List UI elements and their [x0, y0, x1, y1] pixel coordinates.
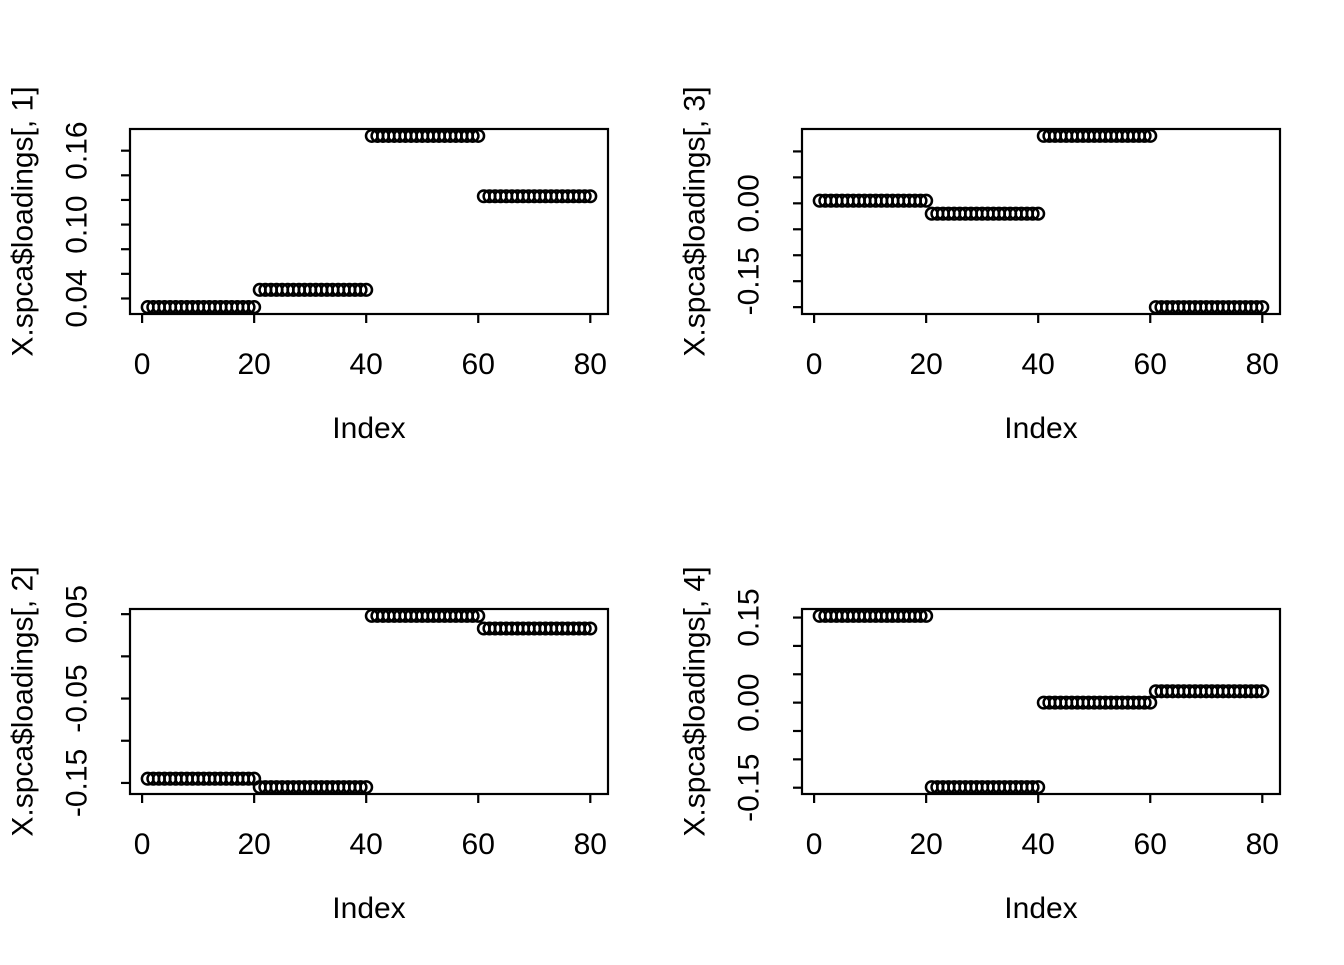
data-point [1031, 780, 1046, 795]
x-axis-label: Index [332, 412, 405, 445]
plot-box [128, 127, 610, 316]
panel-loadings-1: 0 20 40 60 80 0.04 0.10 0.16 Index X.spca$loading… [0, 0, 672, 480]
data-point [913, 193, 928, 208]
plot-box [128, 607, 610, 796]
x-tick-label: 20 [909, 348, 942, 381]
data-point [1255, 684, 1270, 699]
y-tick-label: 0.15 [733, 588, 766, 646]
data-point [1025, 206, 1040, 221]
x-tick-label: 20 [237, 348, 270, 381]
plot-box [800, 127, 1282, 316]
data-point [1025, 780, 1040, 795]
data-point [241, 771, 256, 786]
x-tick-label: 0 [134, 348, 151, 381]
data-points [140, 608, 598, 795]
x-tick-label: 0 [806, 828, 823, 861]
data-point [1249, 684, 1264, 699]
data-point [1137, 128, 1152, 143]
y-axis-label: X.spca$loadings[, 2] [7, 566, 40, 836]
data-point [465, 608, 480, 623]
y-axis-label: X.spca$loadings[, 4] [679, 566, 712, 836]
x-tick-label: 60 [1134, 828, 1167, 861]
data-point [359, 780, 374, 795]
y-tick-label: -0.15 [733, 247, 766, 315]
x-tick-label: 20 [909, 828, 942, 861]
y-tick-label: -0.15 [733, 754, 766, 822]
y-tick-label: -0.15 [61, 749, 94, 817]
panel-loadings-3: 0 20 40 60 80 -0.15 0.00 Index X.spca$loadings[,… [672, 0, 1344, 480]
x-tick-label: 60 [462, 828, 495, 861]
x-axis: 0 20 40 60 80 [806, 794, 1279, 861]
x-axis: 0 20 40 60 80 [134, 314, 607, 381]
x-tick-label: 40 [1022, 828, 1055, 861]
x-tick-label: 0 [134, 828, 151, 861]
panel-loadings-4: 0 20 40 60 80 -0.15 0.00 0.15 Index X.spca$loadin… [672, 480, 1344, 960]
data-point [1143, 128, 1158, 143]
data-point [577, 189, 592, 204]
y-axis: 0.04 0.10 0.16 [61, 121, 130, 328]
y-tick-label: 0.16 [61, 121, 94, 179]
scatter-plot-loadings-3: 0 20 40 60 80 -0.15 0.00 Index X.spca$loadings[,… [679, 86, 1282, 445]
data-point [353, 282, 368, 297]
plot-box [800, 607, 1282, 796]
y-tick-label: 0.05 [61, 585, 94, 643]
x-axis: 0 20 40 60 80 [806, 314, 1279, 381]
x-tick-label: 80 [574, 348, 607, 381]
x-axis-label: Index [1004, 412, 1077, 445]
data-point [471, 128, 486, 143]
data-point [1137, 695, 1152, 710]
data-point [919, 193, 934, 208]
scatter-plot-loadings-4: 0 20 40 60 80 -0.15 0.00 0.15 Index X.spca$loadin… [679, 566, 1282, 925]
x-tick-label: 40 [350, 828, 383, 861]
data-point [465, 128, 480, 143]
y-tick-label: 0.00 [733, 174, 766, 232]
x-tick-label: 60 [462, 348, 495, 381]
y-axis-label: X.spca$loadings[, 3] [679, 86, 712, 356]
x-tick-label: 80 [1246, 348, 1279, 381]
x-axis: 0 20 40 60 80 [134, 794, 607, 861]
x-tick-label: 0 [806, 348, 823, 381]
data-point [1031, 206, 1046, 221]
data-point [577, 621, 592, 636]
data-point [353, 780, 368, 795]
data-point [919, 608, 934, 623]
x-tick-label: 20 [237, 828, 270, 861]
data-point [1143, 695, 1158, 710]
data-point [471, 608, 486, 623]
x-tick-label: 60 [1134, 348, 1167, 381]
data-point [1249, 300, 1264, 315]
data-point [583, 621, 598, 636]
y-axis: -0.15 0.00 0.15 [733, 588, 802, 822]
data-point [583, 189, 598, 204]
scatter-plot-loadings-1: 0 20 40 60 80 0.04 0.10 0.16 Index X.spca$loading… [7, 86, 610, 445]
panel-loadings-2: 0 20 40 60 80 -0.15 -0.05 0.05 Index X.spca$loadi… [0, 480, 672, 960]
data-points [140, 128, 598, 315]
x-axis-label: Index [1004, 892, 1077, 925]
data-point [913, 608, 928, 623]
y-axis-label: X.spca$loadings[, 1] [7, 86, 40, 356]
x-tick-label: 80 [1246, 828, 1279, 861]
data-points [812, 608, 1270, 795]
y-tick-label: 0.04 [61, 269, 94, 327]
data-points [812, 128, 1270, 315]
y-tick-label: 0.00 [733, 673, 766, 731]
y-axis: -0.15 -0.05 0.05 [61, 585, 130, 817]
y-tick-label: -0.05 [61, 664, 94, 732]
scatter-plot-loadings-2: 0 20 40 60 80 -0.15 -0.05 0.05 Index X.spca$loadi… [7, 566, 610, 925]
x-tick-label: 40 [1022, 348, 1055, 381]
y-axis: -0.15 0.00 [733, 150, 802, 315]
data-point [247, 300, 262, 315]
y-tick-label: 0.10 [61, 195, 94, 253]
x-tick-label: 40 [350, 348, 383, 381]
data-point [241, 300, 256, 315]
data-point [359, 282, 374, 297]
data-point [1255, 300, 1270, 315]
x-axis-label: Index [332, 892, 405, 925]
x-tick-label: 80 [574, 828, 607, 861]
